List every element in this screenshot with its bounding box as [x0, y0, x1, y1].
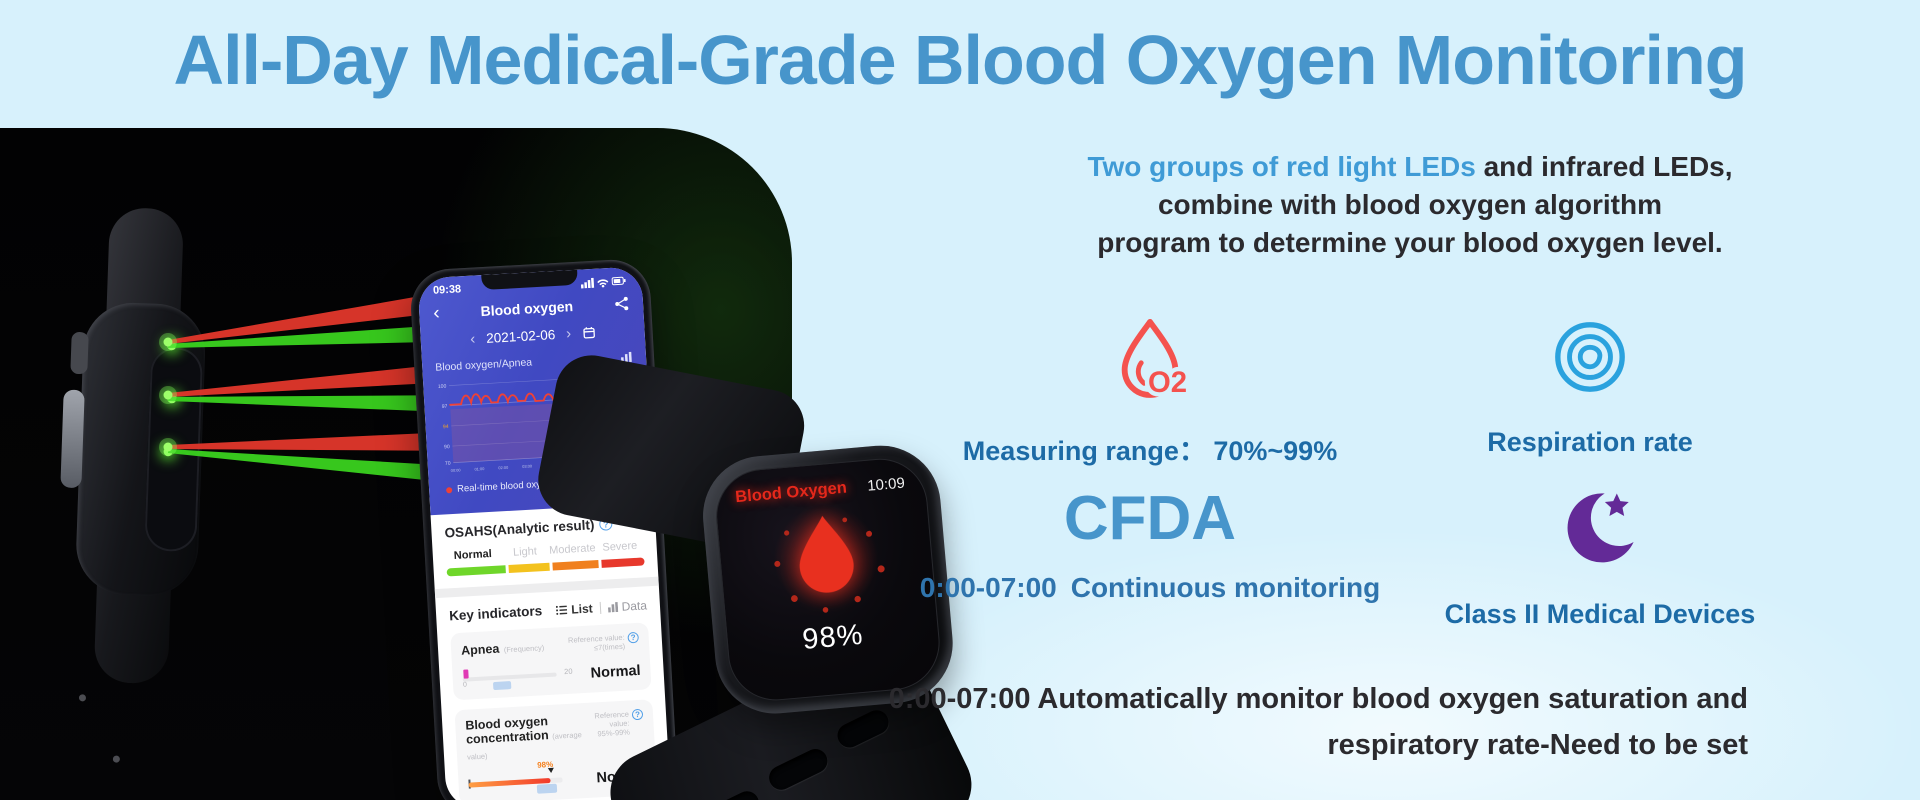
- spo2-ref-label: Reference value:: [594, 709, 630, 729]
- green-beam: [168, 323, 472, 348]
- apnea-status: Normal: [590, 662, 642, 682]
- medical-class-label: Class II Medical Devices: [1444, 599, 1756, 629]
- x-tick: 02:00: [498, 465, 509, 471]
- spo2-ref-pill: [536, 783, 557, 794]
- feature-measuring-range: O2 Measuring range： 70%~99%: [930, 314, 1370, 468]
- x-tick: 00:00: [451, 467, 462, 473]
- view-list-tab[interactable]: List: [556, 601, 593, 617]
- cfda-time: 0:00-07:00: [919, 572, 1057, 603]
- legend-dot-realtime: [445, 486, 453, 493]
- spo2-ref-value: 95%-99%: [597, 727, 631, 739]
- red-beam: [168, 431, 472, 451]
- cfda-title: CFDA: [1063, 484, 1237, 553]
- y-tick: 90: [444, 444, 450, 450]
- blood-drop-glow-icon: [773, 505, 885, 613]
- list-icon: [556, 605, 568, 615]
- beam-source: [163, 337, 173, 347]
- app-title: Blood oxygen: [480, 298, 574, 320]
- severity-normal: Normal: [453, 547, 493, 563]
- list-label: List: [570, 600, 594, 617]
- status-icons: [580, 276, 626, 289]
- y-tick: 70: [445, 461, 451, 467]
- y-tick: 100: [438, 384, 447, 390]
- green-beam: [168, 395, 472, 413]
- help-icon[interactable]: ?: [631, 708, 644, 721]
- green-beam: [168, 449, 472, 485]
- apnea-ref-value: ≤7(times): [593, 641, 626, 653]
- apnea-name: Apnea: [460, 641, 500, 658]
- beam-source: [163, 390, 173, 400]
- osahs-title: OSAHS(Analytic result): [444, 517, 595, 541]
- phone-screen: 09:38 ‹ Blood oxygen: [417, 266, 671, 800]
- view-data-tab[interactable]: Data: [607, 598, 647, 614]
- o2-label: O2: [1148, 367, 1187, 398]
- intro-line2: combine with blood oxygen algorithm: [1157, 189, 1662, 220]
- strap-slot: [833, 706, 893, 752]
- data-label: Data: [621, 597, 648, 614]
- spo2-value-label: 98%: [536, 759, 554, 770]
- respiration-rate-label: Respiration rate: [1487, 427, 1693, 457]
- date-next-button[interactable]: ›: [565, 324, 572, 342]
- y-tick: 94: [443, 424, 449, 430]
- page-title: All-Day Medical-Grade Blood Oxygen Monit…: [173, 21, 1748, 99]
- apnea-unit: (Frequency): [503, 643, 545, 655]
- section-divider: [434, 576, 659, 599]
- app-content: OSAHS(Analytic result) ? Normal Light Mo…: [431, 503, 671, 800]
- watch-case: Blood Oxygen 10:09: [698, 440, 958, 719]
- cfda-label: Continuous monitoring: [1070, 572, 1381, 603]
- intro-line1-rest: and infrared LEDs,: [1475, 151, 1733, 182]
- intro-highlight: Two groups of red light LEDs: [1087, 151, 1476, 182]
- y-tick: 97: [442, 404, 448, 410]
- concentric-circles-icon: [1555, 322, 1625, 392]
- share-icon[interactable]: [614, 295, 630, 311]
- apnea-card: Apnea (Frequency) Reference value: ≤7(ti…: [450, 622, 652, 701]
- help-icon[interactable]: ?: [627, 631, 640, 644]
- back-button[interactable]: ‹: [432, 302, 441, 324]
- feature-medical-class: Class II Medical Devices: [1420, 486, 1780, 630]
- severity-severe: Severe: [602, 539, 638, 554]
- apnea-scale-min: 0: [462, 681, 468, 689]
- watch-screen: Blood Oxygen 10:09: [712, 454, 944, 705]
- x-tick: 03:00: [522, 463, 533, 469]
- blood-drop-o2-icon: O2: [1121, 318, 1191, 403]
- apnea-ref-pill: [493, 681, 512, 691]
- toggle-separator: [599, 601, 601, 614]
- strap-hole: [112, 755, 120, 763]
- status-time: 09:38: [432, 283, 462, 297]
- severity-moderate: Moderate: [548, 542, 596, 557]
- apnea-slider-marker[interactable]: [463, 669, 469, 679]
- x-tick: 01:00: [474, 466, 485, 472]
- watch-side-crown-button: [60, 389, 85, 489]
- footnote: 0:00-07:00 Automatically monitor blood o…: [889, 676, 1748, 768]
- feature-respiration: Respiration rate: [1410, 318, 1770, 458]
- strap-slot: [765, 745, 832, 794]
- date-value: 2021-02-06: [485, 327, 556, 346]
- date-prev-button[interactable]: ‹: [469, 330, 476, 348]
- beam-source: [163, 442, 173, 452]
- watch-front-view: Blood Oxygen 10:09: [532, 349, 1019, 800]
- red-beam: [168, 287, 472, 344]
- apnea-scale-max: 20: [563, 666, 573, 677]
- strap-slot: [696, 787, 764, 800]
- led-beams: [159, 287, 472, 485]
- red-beam: [168, 361, 472, 397]
- intro-paragraph: Two groups of red light LEDs and infrare…: [1040, 148, 1780, 262]
- feature-cfda: CFDA 0:00-07:00 Continuous monitoring: [900, 486, 1400, 604]
- watch-side-button: [70, 331, 89, 375]
- moon-star-icon: [1567, 493, 1634, 563]
- data-icon: [607, 601, 618, 613]
- intro-line3: program to determine your blood oxygen l…: [1097, 227, 1723, 258]
- calendar-icon[interactable]: [582, 326, 596, 340]
- measuring-range-label: Measuring range： 70%~99%: [962, 436, 1338, 466]
- footnote-line1: 0:00-07:00 Automatically monitor blood o…: [888, 683, 1748, 715]
- footnote-line2: respiratory rate-Need to be set: [1327, 729, 1748, 761]
- key-indicators-title: Key indicators: [448, 603, 543, 624]
- severity-light: Light: [512, 545, 538, 559]
- strap-hole: [78, 694, 87, 702]
